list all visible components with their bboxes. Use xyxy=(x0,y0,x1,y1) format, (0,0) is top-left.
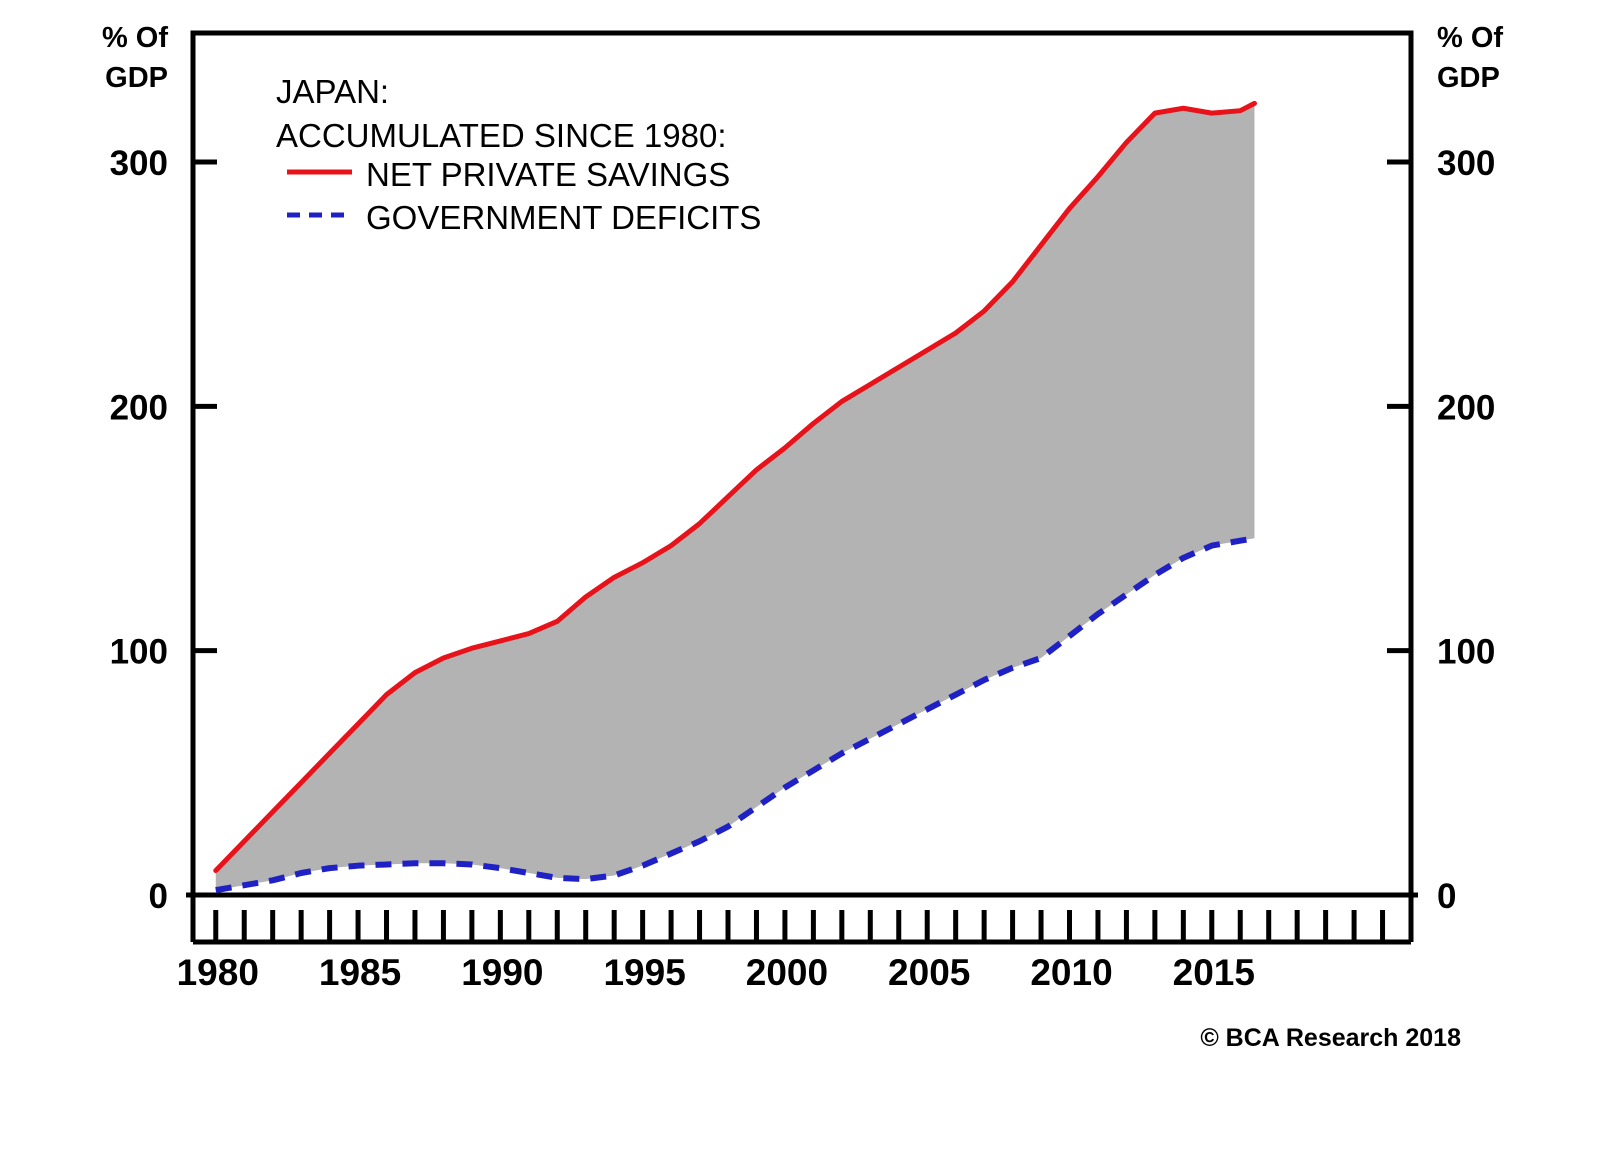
y-tick-label-left: 0 xyxy=(149,877,168,916)
legend-title-line1: JAPAN: xyxy=(276,73,389,110)
x-tick-label: 2005 xyxy=(888,952,970,993)
y-axis-unit-label-left-line1: % Of xyxy=(102,22,168,54)
legend-label-government-deficits: GOVERNMENT DEFICITS xyxy=(366,199,761,236)
legend-label-net-private-savings: NET PRIVATE SAVINGS xyxy=(366,156,730,193)
y-tick-label-left: 300 xyxy=(110,144,168,183)
series-line-government-deficits xyxy=(215,535,1255,894)
y-tick-label-right: 200 xyxy=(1437,388,1495,427)
x-tick-label: 2010 xyxy=(1030,952,1112,993)
legend-title-line2: ACCUMULATED SINCE 1980: xyxy=(276,117,727,154)
plot-frame xyxy=(190,30,1414,895)
x-tick-label: 1990 xyxy=(461,952,543,993)
y-axis-tick-labels-right: 0 100 200 300 xyxy=(1437,144,1495,916)
y-axis-unit-label-left-line2: GDP xyxy=(105,62,168,94)
chart-legend: JAPAN: ACCUMULATED SINCE 1980: NET PRIVA… xyxy=(276,73,761,236)
y-tick-label-right: 0 xyxy=(1437,877,1456,916)
y-axis-unit-label-right-line1: % Of xyxy=(1437,22,1503,54)
series-line-net-private-savings xyxy=(213,100,1257,874)
x-axis-tick-labels: 1980 1985 1990 1995 2000 2005 2010 2015 xyxy=(177,952,1255,993)
x-tick-label: 1985 xyxy=(319,952,401,993)
y-axis-ticks-left xyxy=(193,159,217,654)
y-tick-label-left: 100 xyxy=(110,633,168,672)
x-tick-label: 2015 xyxy=(1173,952,1255,993)
x-tick-label: 1995 xyxy=(603,952,685,993)
x-axis-ticks xyxy=(213,910,1386,942)
y-axis-ticks-right xyxy=(1387,159,1411,654)
y-axis-tick-labels-left: 0 100 200 300 xyxy=(110,144,168,916)
x-tick-label: 2000 xyxy=(746,952,828,993)
x-tick-label: 1980 xyxy=(177,952,259,993)
y-tick-label-right: 100 xyxy=(1437,633,1495,672)
copyright-credit: © BCA Research 2018 xyxy=(1200,1024,1461,1052)
y-tick-label-left: 200 xyxy=(110,388,168,427)
y-axis-unit-label-right-line2: GDP xyxy=(1437,62,1500,94)
y-tick-label-right: 300 xyxy=(1437,144,1495,183)
